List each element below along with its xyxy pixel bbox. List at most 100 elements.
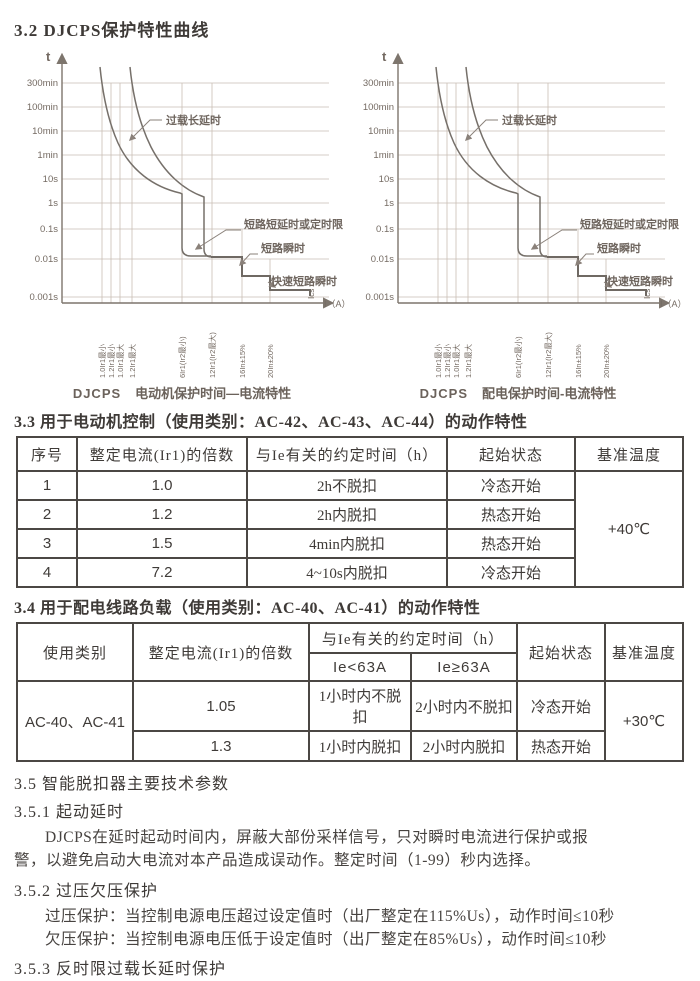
axes (392, 52, 671, 309)
y-tick: 0.001s (29, 292, 58, 303)
col-header-start: 起始状态 (516, 622, 606, 682)
y-tick: 300min (363, 78, 394, 89)
y-tick: 100min (27, 102, 58, 113)
cell-multiple: 1.0 (76, 470, 248, 501)
t-axis-label: t (382, 49, 387, 64)
section-3-5-heading: 3.5 智能脱扣器主要技术参数 (14, 776, 230, 793)
y-tick: 0.001s (365, 292, 394, 303)
model-name: DJCPS (72, 386, 122, 401)
cell-multiple: 1.3 (132, 730, 310, 762)
x-tick: 16In±15% (238, 344, 247, 378)
x-tick: 1.0Ir1最小 (98, 343, 107, 378)
curve-min-setting (435, 66, 547, 257)
x-tick-labels: 1.0Ir1最小 1.2Ir1最小 1.0Ir1最大 1.2Ir1最大 6Ir1… (434, 332, 611, 378)
x-tick: 20In±20% (266, 344, 275, 378)
y-tick: 10min (32, 126, 58, 137)
x-tick: 1.2Ir1最大 (127, 343, 137, 378)
caption-text: 电动机保护时间—电流特性 (135, 386, 292, 401)
y-tick: 1min (37, 150, 58, 161)
annotation-overload: 过载长延时 (502, 113, 557, 127)
motor-operating-characteristics-table: 序号 整定电流(Ir1)的倍数 与Ie有关的约定时间（h） 起始状态 基准温度 … (16, 436, 684, 588)
col-header-multiple: 整定电流(Ir1)的倍数 (132, 622, 310, 682)
cell-start: 冷态开始 (446, 470, 576, 501)
x-tick: 12Ir1(Ir2最大) (543, 332, 553, 378)
y-tick: 10min (368, 126, 394, 137)
instantaneous-step-curve (547, 256, 647, 296)
cell-multiple: 1.2 (76, 499, 248, 530)
figure-motor-protection: t I（A） Ics 300min 100min 10min 1min 10s … (14, 45, 350, 402)
table-row: 3 1.5 4min内脱扣 热态开始 (16, 528, 683, 559)
curve-max-setting (465, 66, 549, 258)
cell-start: 热态开始 (446, 499, 576, 530)
y-tick-labels: 300min 100min 10min 1min 10s 1s 0.1s 0.0… (27, 78, 58, 303)
y-tick: 0.1s (376, 224, 394, 235)
x-tick: 20In±20% (602, 344, 611, 378)
cell-no: 1 (16, 470, 78, 501)
annotation-instant: 短路瞬时 (597, 241, 641, 255)
col-header-temp: 基准温度 (604, 622, 684, 682)
distribution-operating-characteristics-table: 使用类别 整定电流(Ir1)的倍数 与Ie有关的约定时间（h） 起始状态 基准温… (16, 622, 684, 762)
table-row: 1.3 1小时内脱扣 2小时内脱扣 热态开始 (17, 730, 683, 762)
col-header-temp: 基准温度 (574, 436, 684, 472)
cell-time-ge63: 2小时内不脱扣 (410, 680, 518, 732)
cell-time: 4~10s内脱扣 (246, 557, 448, 588)
x-tick: 1.0Ir1最小 (434, 343, 443, 378)
section-3-2-heading: 3.2 DJCPS保护特性曲线 (14, 21, 210, 40)
x-tick: 1.2Ir1最小 (443, 343, 452, 378)
annotation-fast-instant: 快速短路瞬时 (270, 274, 337, 288)
caption-text: 配电保护时间-电流特性 (482, 386, 617, 401)
cell-ref-temp: +30℃ (604, 680, 684, 762)
x-tick: 16In±15% (574, 344, 583, 378)
x-tick: 1.2Ir1最小 (107, 343, 116, 378)
col-header-usage: 使用类别 (16, 622, 134, 682)
cell-start: 热态开始 (446, 528, 576, 559)
cell-start: 热态开始 (516, 730, 606, 762)
table-row: 1 1.0 2h不脱扣 冷态开始 +40℃ (16, 470, 684, 588)
x-tick: 6Ir1(Ir2最小) (178, 336, 187, 378)
time-current-chart-motor: t I（A） Ics 300min 100min 10min 1min 10s … (27, 49, 350, 378)
y-tick: 0.01s (371, 254, 394, 265)
annotations: 过载长延时 短路短延时或定时限 短路瞬时 快速短路瞬时 (129, 113, 343, 288)
section-3-3-heading: 3.3 用于电动机控制（使用类别：AC-42、AC-43、AC-44）的动作特性 (14, 414, 528, 431)
x-tick: 1.0Ir1最大 (115, 343, 125, 378)
cell-time: 2h内脱扣 (246, 499, 448, 530)
table-header-row-1: 使用类别 整定电流(Ir1)的倍数 与Ie有关的约定时间（h） 起始状态 基准温… (16, 622, 684, 682)
col-header-ge63: Ie≥63A (410, 652, 518, 682)
col-header-time: 与Ie有关的约定时间（h） (308, 622, 518, 654)
cell-multiple: 1.5 (76, 528, 248, 559)
paragraph-3-5-1-line1: DJCPS在延时起动时间内，屏蔽大部份采样信号，只对瞬时电流进行保护或报 (45, 829, 589, 846)
grid-lines (398, 82, 665, 303)
y-tick: 10s (43, 174, 59, 185)
ics-label: Ics (307, 289, 316, 299)
paragraph-undervoltage: 欠压保护：当控制电源电压低于设定值时（出厂整定在85%Us），动作时间≤10秒 (45, 930, 607, 948)
col-header-no: 序号 (16, 436, 78, 472)
y-tick: 1s (384, 198, 394, 209)
curve-min-setting (99, 66, 211, 257)
cell-ref-temp: +40℃ (574, 470, 684, 588)
cell-no: 2 (16, 499, 78, 530)
y-tick: 300min (27, 78, 58, 89)
y-tick: 1s (48, 198, 58, 209)
curve-max-setting (129, 66, 213, 258)
cell-time: 4min内脱扣 (246, 528, 448, 559)
annotation-short-delay: 短路短延时或定时限 (580, 217, 679, 231)
x-tick-labels: 1.0Ir1最小 1.2Ir1最小 1.0Ir1最大 1.2Ir1最大 6Ir1… (98, 332, 275, 378)
cell-no: 3 (16, 528, 78, 559)
instantaneous-step-curve (211, 256, 311, 296)
table-header-row-2: Ie<63A Ie≥63A (17, 652, 683, 682)
section-3-5-2-heading: 3.5.2 过压欠压保护 (14, 882, 159, 900)
cell-usage: AC-40、AC-41 (16, 680, 134, 762)
section-3-5-block: 3.5 智能脱扣器主要技术参数 3.5.1 起动延时 DJCPS在延时起动时间内… (14, 770, 684, 979)
col-header-start: 起始状态 (446, 436, 576, 472)
model-name: DJCPS (419, 386, 468, 401)
section-3-5-3-heading: 3.5.3 反时限过载长延时保护 (14, 961, 227, 978)
i-axis-label: I（A） (660, 299, 686, 309)
x-tick: 6Ir1(Ir2最小) (514, 336, 523, 378)
section-3-4-heading: 3.4 用于配电线路负载（使用类别：AC-40、AC-41）的动作特性 (14, 600, 481, 617)
section-3-5-1-heading: 3.5.1 起动延时 (14, 804, 125, 821)
cell-time-ge63: 2小时内脱扣 (410, 730, 518, 762)
cell-start: 冷态开始 (446, 557, 576, 588)
axes (56, 52, 335, 309)
i-axis-label: I（A） (324, 299, 350, 309)
